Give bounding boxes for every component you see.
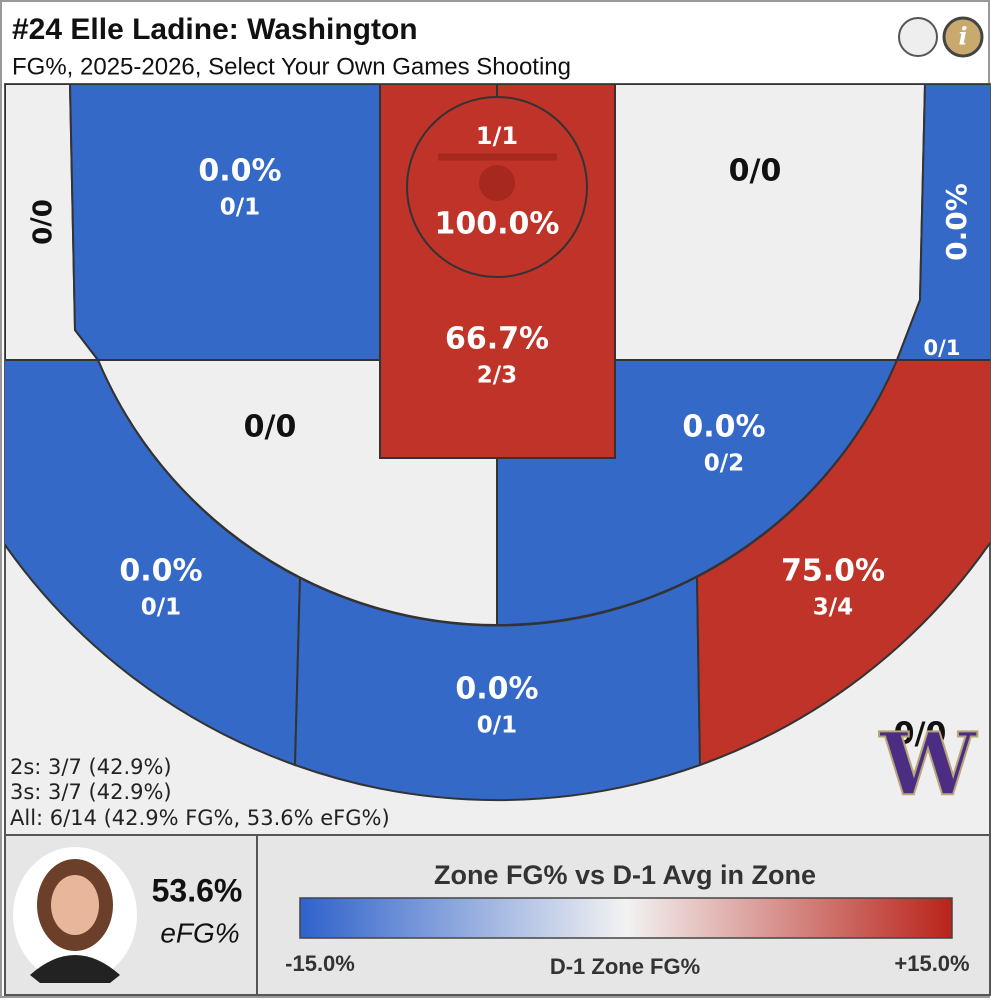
zone-shots: 0/0: [26, 199, 56, 245]
legend-title: Zone FG% vs D-1 Avg in Zone: [434, 860, 816, 890]
zone-fg: 0.0%: [198, 154, 281, 189]
zone: [695, 359, 990, 767]
efg-label: eFG%: [160, 917, 239, 948]
summary-line: 3s: 3/7 (42.9%): [10, 780, 172, 804]
team-logo: W: [879, 715, 978, 816]
zone-fg: 66.7%: [445, 322, 549, 357]
scale-axis-label: D-1 Zone FG%: [550, 954, 700, 979]
rim: [479, 165, 515, 201]
zone-shots: 0/2: [704, 451, 744, 477]
player-photo-shirt: [30, 955, 120, 983]
zone-fg: 0.0%: [940, 183, 973, 261]
zone-shots: 0/1: [220, 195, 260, 221]
zone-fg: 100.0%: [435, 207, 560, 242]
title: #24 Elle Ladine: Washington: [12, 13, 418, 46]
zone-shots: 0/0: [894, 717, 947, 752]
zone-fg: 0.0%: [455, 672, 538, 707]
zone-shots: 1/1: [476, 122, 518, 150]
scale-max-label: +15.0%: [894, 951, 969, 976]
efg-value: 53.6%: [152, 872, 243, 908]
zone: [68, 84, 381, 361]
zone-shots: 0/1: [477, 713, 517, 739]
zone: [614, 84, 927, 361]
zone-shots: 3/4: [813, 595, 853, 621]
zone-shots: 0/1: [141, 595, 181, 621]
info-button[interactable]: [942, 16, 984, 58]
info-icon: i: [958, 22, 967, 51]
zone-shots: 2/3: [477, 363, 517, 389]
zone-shots: 0/0: [729, 154, 782, 189]
summary-line: All: 6/14 (42.9% FG%, 53.6% eFG%): [10, 806, 390, 830]
toggle-button[interactable]: [898, 17, 938, 57]
zone-fg: 75.0%: [781, 554, 885, 589]
zone-shots: 0/0: [244, 410, 297, 445]
scale-min-label: -15.0%: [285, 951, 355, 976]
zone-fg: 0.0%: [682, 410, 765, 445]
zone-shots: 0/1: [924, 336, 961, 360]
zone-fg: 0.0%: [119, 554, 202, 589]
subtitle: FG%, 2025-2026, Select Your Own Games Sh…: [12, 53, 571, 80]
color-scale: [299, 897, 953, 939]
player-photo-face: [51, 875, 99, 935]
summary-line: 2s: 3/7 (42.9%): [10, 755, 172, 779]
